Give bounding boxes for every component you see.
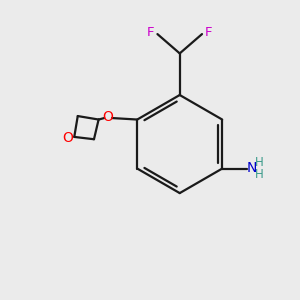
Text: O: O [62, 130, 73, 145]
Text: H: H [255, 168, 264, 181]
Text: F: F [205, 26, 212, 39]
Text: O: O [103, 110, 114, 124]
Text: H: H [255, 155, 264, 169]
Text: F: F [147, 26, 154, 39]
Text: N: N [247, 161, 257, 175]
